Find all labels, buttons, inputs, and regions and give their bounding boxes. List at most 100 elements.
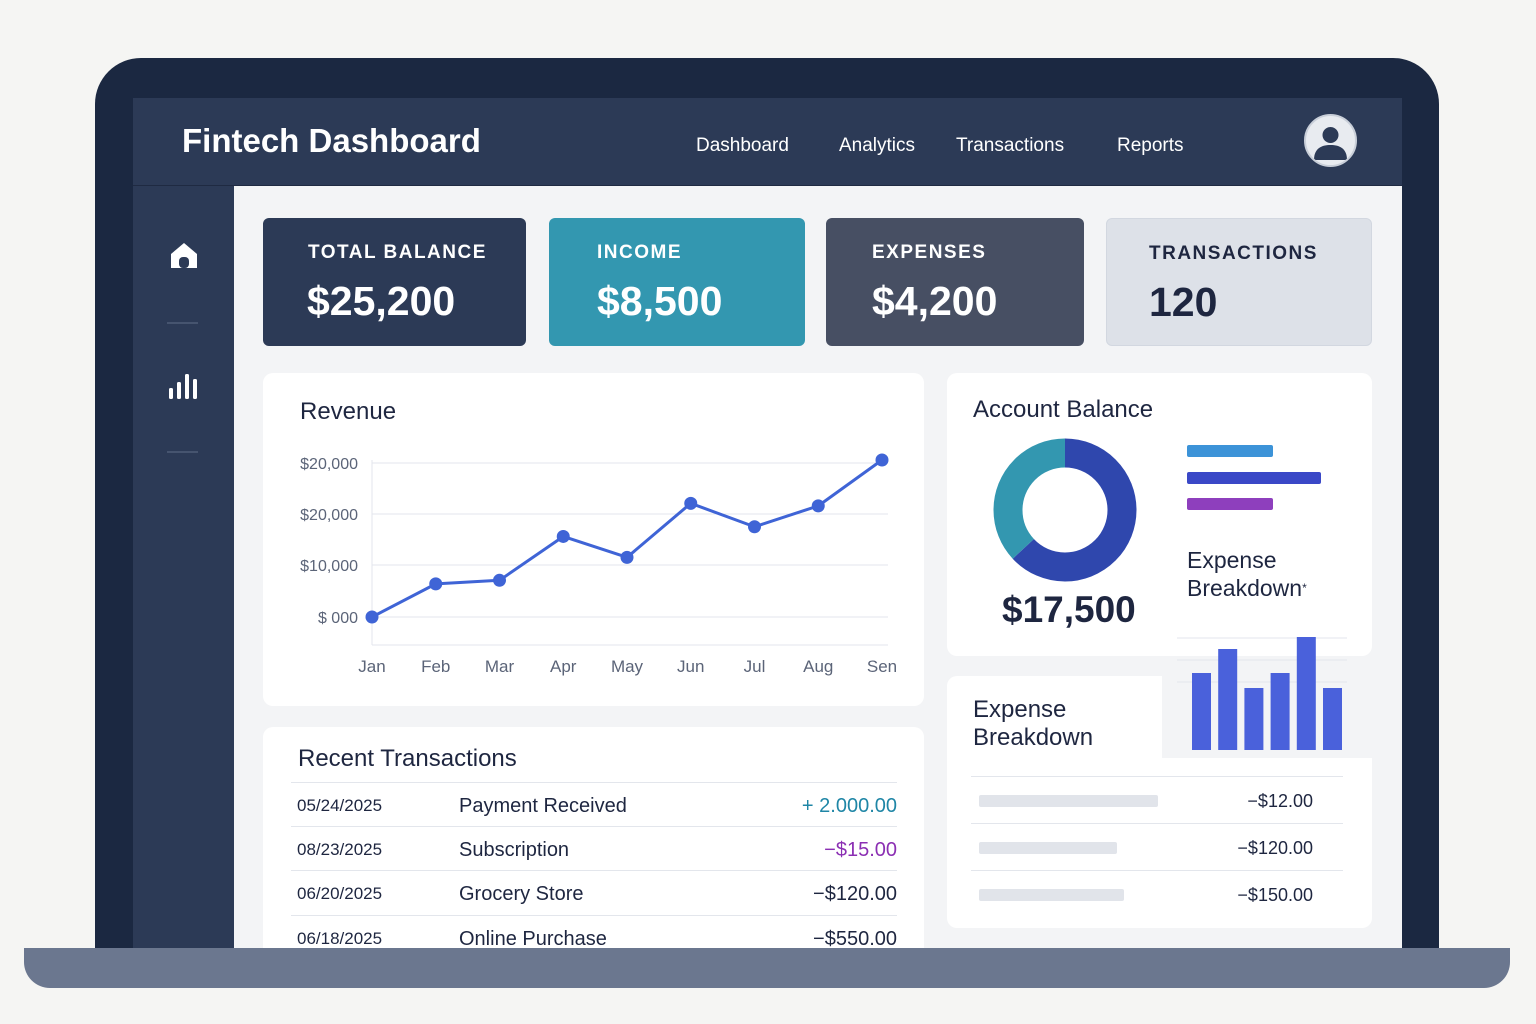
top-navigation-bar: Fintech Dashboard Dashboard Analytics Tr…	[133, 98, 1402, 186]
expense-bar	[1192, 673, 1211, 750]
x-tick-label: Feb	[421, 657, 450, 676]
y-tick-label: $20,000	[300, 456, 358, 473]
home-icon	[171, 243, 197, 268]
nav-analytics[interactable]: Analytics	[839, 135, 916, 156]
legend-bar	[1187, 472, 1321, 484]
expense-breakdown-heading: Expense Breakdown*	[1187, 546, 1347, 602]
expense-bar	[1218, 649, 1238, 750]
x-tick-label: Apr	[550, 657, 577, 676]
transaction-amount: −$550.00	[813, 928, 897, 948]
transaction-description: Grocery Store	[459, 883, 584, 905]
expense-bar	[1244, 688, 1264, 750]
x-tick-label: Sen	[867, 657, 897, 676]
transaction-description: Subscription	[459, 839, 570, 861]
y-tick-label: $10,000	[300, 558, 358, 575]
transaction-amount: −$15.00	[824, 839, 897, 861]
stat-label: INCOME	[597, 242, 682, 263]
donut-segment	[993, 438, 1137, 582]
legend-bar	[1187, 498, 1273, 510]
stat-card-total-balance: TOTAL BALANCE $25,200	[263, 218, 526, 346]
expense-row: −$12.00	[971, 776, 1343, 823]
revenue-line-chart: $20,000 $20,000 $10,000 $ 000 Jan Feb Mar Apr Ma…	[300, 453, 897, 676]
transaction-amount: −$120.00	[813, 883, 897, 905]
expense-row-amount: −$120.00	[1237, 838, 1313, 858]
account-balance-amount: $17,500	[1002, 589, 1136, 630]
transaction-description: Online Purchase	[459, 928, 607, 948]
account-balance-panel: Account Balance $17,500 Expense Breakdow…	[947, 373, 1372, 656]
expense-row-bar	[979, 795, 1158, 807]
revenue-point	[556, 529, 570, 543]
user-icon	[1314, 127, 1347, 160]
expense-row-amount: −$150.00	[1237, 885, 1313, 905]
transaction-date: 05/24/2025	[297, 796, 383, 815]
sidebar-analytics[interactable]	[163, 364, 205, 406]
revenue-point	[493, 573, 506, 587]
transaction-date: 06/18/2025	[297, 929, 383, 948]
x-tick-label: Aug	[803, 657, 833, 676]
x-tick-label: May	[611, 657, 644, 676]
laptop-base	[24, 948, 1510, 988]
recent-transactions-panel: Recent Transactions 05/24/2025 Payment R…	[263, 727, 924, 948]
recent-transactions-title: Recent Transactions	[298, 745, 517, 772]
expense-breakdown-heading-text: Expense Breakdown	[1187, 547, 1303, 601]
stat-card-expenses: EXPENSES $4,200	[826, 218, 1084, 346]
stat-card-transactions: TRANSACTIONS 120	[1106, 218, 1372, 346]
transaction-row[interactable]: 08/23/2025 Subscription −$15.00	[291, 826, 897, 871]
legend-bar	[1187, 445, 1273, 457]
balance-donut-chart	[993, 438, 1137, 582]
expense-bar	[1270, 673, 1290, 750]
stat-label: EXPENSES	[872, 242, 987, 263]
screen: Fintech Dashboard Dashboard Analytics Tr…	[133, 98, 1402, 948]
expense-row-bar	[979, 842, 1117, 854]
expense-row: −$120.00	[971, 823, 1343, 870]
bar-chart-icon	[169, 374, 197, 399]
expense-bar-chart	[1177, 637, 1347, 750]
transaction-description: Payment Received	[459, 795, 627, 817]
sidebar-divider	[167, 322, 198, 324]
x-tick-label: Jul	[744, 657, 766, 676]
user-avatar[interactable]	[1304, 114, 1357, 167]
stat-value: 120	[1149, 279, 1218, 325]
revenue-point	[620, 550, 634, 564]
transaction-amount: + 2.000.00	[801, 795, 897, 817]
stat-label: TRANSACTIONS	[1149, 243, 1318, 264]
transaction-row[interactable]: 06/18/2025 Online Purchase −$550.00	[291, 915, 897, 948]
y-tick-label: $ 000	[318, 610, 358, 627]
sidebar-divider	[167, 451, 198, 453]
expense-breakdown-panel: Expense Breakdown −$12.00 −$120.00 −$150…	[947, 676, 1372, 928]
nav-reports[interactable]: Reports	[1117, 135, 1184, 156]
nav-dashboard[interactable]: Dashboard	[696, 135, 789, 156]
account-balance-title: Account Balance	[973, 396, 1154, 423]
x-tick-label: Jan	[358, 657, 385, 676]
revenue-point	[429, 577, 443, 591]
app-title: Fintech Dashboard	[182, 122, 481, 159]
expense-bar	[1323, 688, 1342, 750]
transaction-date: 06/20/2025	[297, 884, 383, 903]
revenue-point	[748, 520, 761, 534]
x-tick-label: Mar	[485, 657, 515, 676]
stat-value: $8,500	[597, 278, 723, 324]
footnote-mark: *	[1302, 581, 1307, 595]
transaction-row[interactable]: 06/20/2025 Grocery Store −$120.00	[291, 870, 897, 915]
sidebar-home[interactable]	[163, 234, 205, 276]
expense-row-bar	[979, 889, 1125, 901]
stat-card-income: INCOME $8,500	[549, 218, 805, 346]
revenue-point	[684, 496, 698, 510]
expense-bar	[1296, 637, 1316, 750]
y-tick-label: $20,000	[300, 507, 358, 524]
revenue-point	[811, 499, 825, 513]
revenue-point	[875, 453, 889, 467]
expense-row: −$150.00	[971, 870, 1343, 917]
stat-value: $25,200	[307, 278, 456, 324]
x-tick-label: Jun	[677, 657, 704, 676]
expense-breakdown-title-line1: Expense	[973, 696, 1067, 723]
nav-transactions[interactable]: Transactions	[956, 135, 1065, 156]
stat-value: $4,200	[872, 278, 998, 324]
transaction-row[interactable]: 05/24/2025 Payment Received + 2.000.00	[291, 782, 897, 827]
revenue-line	[371, 458, 883, 619]
sidebar	[133, 186, 234, 948]
stat-label: TOTAL BALANCE	[308, 242, 487, 263]
expense-breakdown-title: Expense Breakdown	[973, 696, 1093, 752]
transaction-date: 08/23/2025	[297, 840, 383, 859]
revenue-title: Revenue	[300, 398, 397, 425]
